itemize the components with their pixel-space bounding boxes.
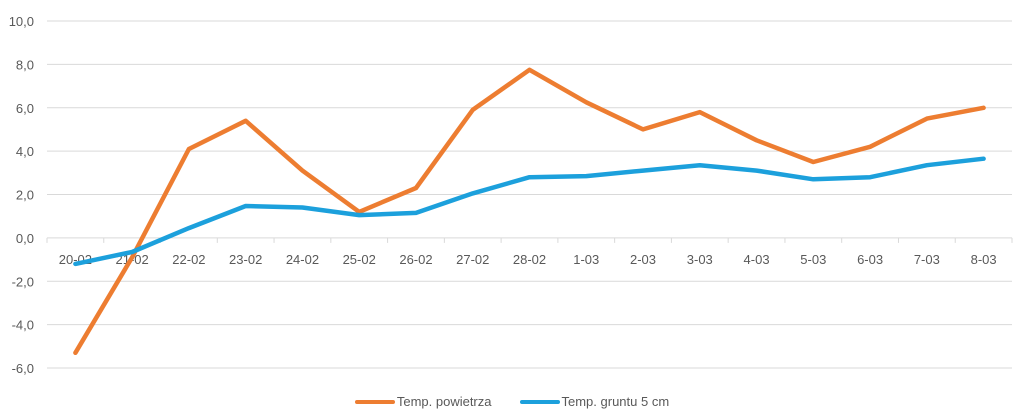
x-tick-label: 27-02 — [456, 252, 489, 267]
y-axis-labels: 10,0 8,0 6,0 4,0 2,0 0,0 -2,0 -4,0 -6,0 — [9, 14, 34, 376]
y-tick-label: 4,0 — [16, 144, 34, 159]
legend-item-air-temp[interactable]: Temp. powietrza — [354, 394, 492, 409]
soil-temperature-line — [73, 156, 986, 267]
x-tick-label: 3-03 — [687, 252, 713, 267]
x-tick-label: 5-03 — [800, 252, 826, 267]
y-tick-label: 6,0 — [16, 101, 34, 116]
x-tick-label: 2-03 — [630, 252, 656, 267]
x-tick-label: 22-02 — [172, 252, 205, 267]
x-tick-label: 24-02 — [286, 252, 319, 267]
gridlines — [47, 20, 1012, 369]
x-tick-label: 28-02 — [513, 252, 546, 267]
x-tick-label: 25-02 — [343, 252, 376, 267]
x-tick-label: 8-03 — [971, 252, 997, 267]
x-tick-label: 26-02 — [399, 252, 432, 267]
blue-line-swatch-icon — [519, 399, 560, 404]
x-tick-label: 1-03 — [573, 252, 599, 267]
x-tick-label: 23-02 — [229, 252, 262, 267]
air-temperature-line — [73, 67, 986, 356]
x-axis: 20-02 21-02 22-02 23-02 24-02 25-02 26-02 27-02… — [46, 237, 1013, 267]
x-tick-label: 4-03 — [744, 252, 770, 267]
y-tick-label: 10,0 — [9, 14, 34, 29]
y-tick-label: -4,0 — [12, 318, 34, 333]
series-lines — [73, 67, 986, 356]
y-tick-label: 0,0 — [16, 231, 34, 246]
y-tick-label: 8,0 — [16, 57, 34, 72]
legend-item-soil-temp[interactable]: Temp. gruntu 5 cm — [519, 394, 670, 409]
y-tick-label: -6,0 — [12, 361, 34, 376]
legend-label: Temp. gruntu 5 cm — [561, 394, 670, 409]
y-tick-label: 2,0 — [16, 188, 34, 203]
x-tick-label: 6-03 — [857, 252, 883, 267]
legend: Temp. powietrza Temp. gruntu 5 cm — [0, 394, 1024, 409]
orange-line-swatch-icon — [354, 399, 395, 404]
y-tick-label: -2,0 — [12, 274, 34, 289]
legend-label: Temp. powietrza — [396, 394, 492, 409]
x-tick-label: 7-03 — [914, 252, 940, 267]
